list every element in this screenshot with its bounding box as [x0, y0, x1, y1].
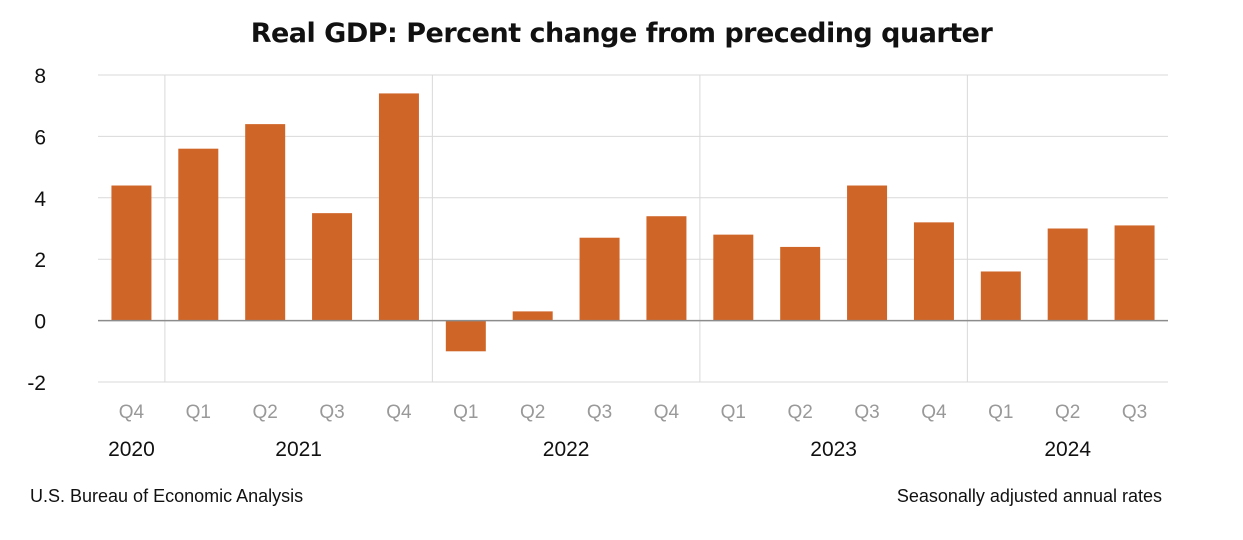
bar [780, 246, 821, 321]
year-label: 2022 [543, 438, 590, 461]
y-tick-label: 0 [34, 311, 46, 334]
chart-title: Real GDP: Percent change from preceding … [250, 18, 993, 49]
x-tick-label: Q4 [654, 402, 680, 423]
x-tick-label: Q4 [921, 402, 947, 423]
x-tick-label: Q2 [1055, 402, 1080, 423]
year-label: 2024 [1044, 438, 1091, 461]
x-tick-label: Q1 [186, 402, 211, 423]
x-tick-label: Q2 [788, 402, 813, 423]
bar [378, 93, 419, 321]
y-tick-label: 4 [34, 188, 46, 211]
x-tick-label: Q4 [119, 402, 145, 423]
x-tick-label: Q2 [253, 402, 278, 423]
year-label: 2021 [275, 438, 322, 461]
bar [445, 320, 486, 352]
bar [1114, 225, 1155, 321]
year-label: 2020 [108, 438, 155, 461]
bar [512, 311, 553, 321]
year-label: 2023 [810, 438, 857, 461]
bar [847, 185, 888, 321]
x-tick-label: Q3 [854, 402, 879, 423]
x-tick-label: Q2 [520, 402, 545, 423]
y-tick-label: -2 [27, 372, 46, 395]
bar [178, 148, 219, 321]
bar [245, 124, 286, 321]
x-tick-label: Q4 [386, 402, 412, 423]
bar [579, 237, 620, 321]
bar [646, 216, 687, 321]
y-tick-label: 6 [34, 126, 46, 149]
x-tick-label: Q3 [1122, 402, 1147, 423]
x-tick-label: Q3 [587, 402, 612, 423]
bar [913, 222, 954, 321]
bar [312, 213, 353, 321]
source-note: U.S. Bureau of Economic Analysis [30, 486, 304, 506]
y-tick-label: 8 [34, 65, 46, 88]
bar [111, 185, 152, 321]
x-tick-label: Q3 [319, 402, 344, 423]
x-tick-label: Q1 [453, 402, 478, 423]
rates-note: Seasonally adjusted annual rates [896, 486, 1162, 506]
x-tick-label: Q1 [988, 402, 1013, 423]
y-tick-label: 2 [34, 249, 46, 272]
bar [980, 271, 1021, 321]
x-tick-label: Q1 [721, 402, 746, 423]
bar [1047, 228, 1088, 321]
bar [713, 234, 754, 321]
